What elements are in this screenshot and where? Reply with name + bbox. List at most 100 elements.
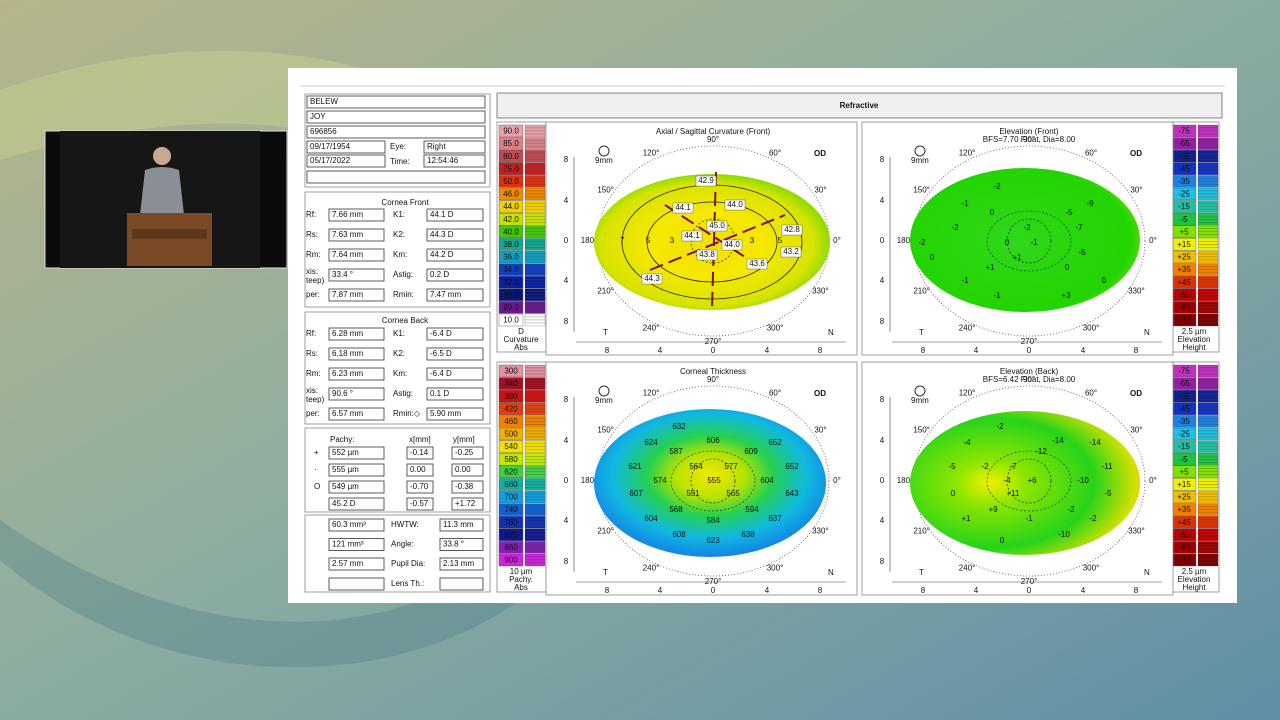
scale-bar (1197, 490, 1219, 495)
map-value: 652 (768, 438, 782, 447)
scale-label: 340 (504, 379, 518, 388)
map-value: 587 (669, 447, 683, 456)
scale-bar (524, 377, 546, 381)
y-tick-label: 8 (880, 395, 885, 404)
field-box (426, 288, 484, 302)
scale-label: 75.0 (503, 164, 519, 173)
scale-bar (1197, 474, 1219, 478)
scale-bar (524, 209, 546, 213)
field-value: 6.57 mm (332, 409, 363, 418)
angle-label: 120° (643, 149, 660, 158)
scale-bar (524, 534, 546, 538)
scale-bar (1197, 322, 1219, 327)
scale-bar (1197, 499, 1219, 504)
scale-swatch (498, 313, 524, 327)
scale-bar (524, 256, 546, 261)
value-box (706, 220, 728, 232)
map-value: -4 (963, 438, 971, 447)
field-box (423, 140, 486, 154)
field-label: K1: (393, 329, 405, 338)
scale-label: 34.0 (503, 265, 519, 274)
map-value: -7 (1009, 462, 1017, 471)
scale-bar (524, 307, 546, 311)
scale-label: +45 (1177, 518, 1191, 527)
scale-bar (1197, 316, 1219, 321)
scale-label: 30.0 (503, 290, 519, 299)
value-box (696, 249, 718, 261)
scale-swatch (498, 541, 524, 554)
scale-bar (524, 219, 546, 223)
map-value: +6 (1027, 476, 1037, 485)
field-label: Pupil Dia: (391, 559, 425, 568)
scale-footer: 2.5 µm (1182, 327, 1207, 336)
field-box (328, 538, 385, 551)
scale-bar (1197, 159, 1219, 163)
scale-label: +65 (1177, 303, 1191, 312)
scale-bar (1197, 430, 1219, 435)
scale-bar (524, 553, 546, 558)
zone-ring (986, 450, 1072, 512)
scale-bar (1197, 178, 1219, 182)
angle-label: 300° (767, 324, 784, 333)
scale-bar (524, 522, 546, 526)
scale-bar (524, 424, 546, 428)
scale-bar (524, 304, 546, 308)
field-box (406, 497, 434, 511)
podium (127, 213, 212, 266)
scale-bar (524, 294, 546, 298)
field-value: 7.66 mm (332, 210, 363, 219)
scale-bar (1197, 390, 1219, 394)
scale-bar (524, 453, 546, 457)
angle-label: 150° (913, 186, 930, 195)
temporal-label: T (919, 568, 924, 577)
scale-label: 90.0 (503, 127, 519, 136)
value-box (781, 224, 803, 236)
section-title: Cornea Back (382, 316, 429, 325)
scale-label: -35 (1178, 177, 1190, 186)
scale-swatch (498, 516, 524, 529)
field-value: 0.1 D (430, 389, 449, 398)
scale-label: +35 (1177, 505, 1191, 514)
scale-bar (1197, 168, 1219, 172)
scale-bar (524, 421, 546, 425)
scale-bar (1197, 399, 1219, 403)
scale-bar (524, 402, 546, 406)
scale-swatch (498, 553, 524, 567)
scale-bar (1197, 377, 1219, 381)
field-label: Rs: (306, 349, 318, 358)
scale-label: 420 (504, 404, 518, 413)
protractor (912, 385, 1146, 577)
scale-bar (1197, 310, 1219, 314)
scale-bar (1197, 319, 1219, 324)
field-value: 2.13 mm (443, 559, 474, 568)
map-panel: Elevation (Back)BFS=6.42 Float, Dia=8.00… (861, 361, 1174, 596)
map-value: 44.1 (675, 203, 691, 212)
scale-bar (524, 322, 546, 327)
x-tick-label: 0 (711, 586, 716, 595)
scale-bar (1197, 556, 1219, 561)
scale-swatch (498, 390, 524, 403)
map-value: 43.2 (783, 247, 799, 256)
angle-label: 60° (1085, 389, 1097, 398)
scale-bar (524, 213, 546, 217)
map-value: 638 (741, 530, 755, 539)
scale-label: 20.0 (503, 303, 519, 312)
field-box (328, 208, 385, 222)
angle-label: 330° (1128, 527, 1145, 536)
scale-bar (1197, 525, 1219, 529)
scale-swatch (498, 478, 524, 491)
scale-swatch (498, 238, 524, 251)
temporal-label: T (919, 328, 924, 337)
map-panel: Axial / Sagittal Curvature (Front) OD 9mm 0… (545, 121, 858, 356)
zone-ring (670, 450, 756, 512)
map-title: Corneal Thickness (680, 367, 746, 376)
map-value: +3 (1061, 291, 1071, 300)
angle-label: 300° (1083, 564, 1100, 573)
field-box (306, 95, 486, 109)
map-value: -2 (981, 462, 989, 471)
scale-bar (524, 544, 546, 548)
map-value: 568 (669, 505, 683, 514)
x-tick-label: 8 (818, 346, 823, 355)
scale-label: +75 (1177, 556, 1191, 565)
map-value: 652 (785, 462, 799, 471)
